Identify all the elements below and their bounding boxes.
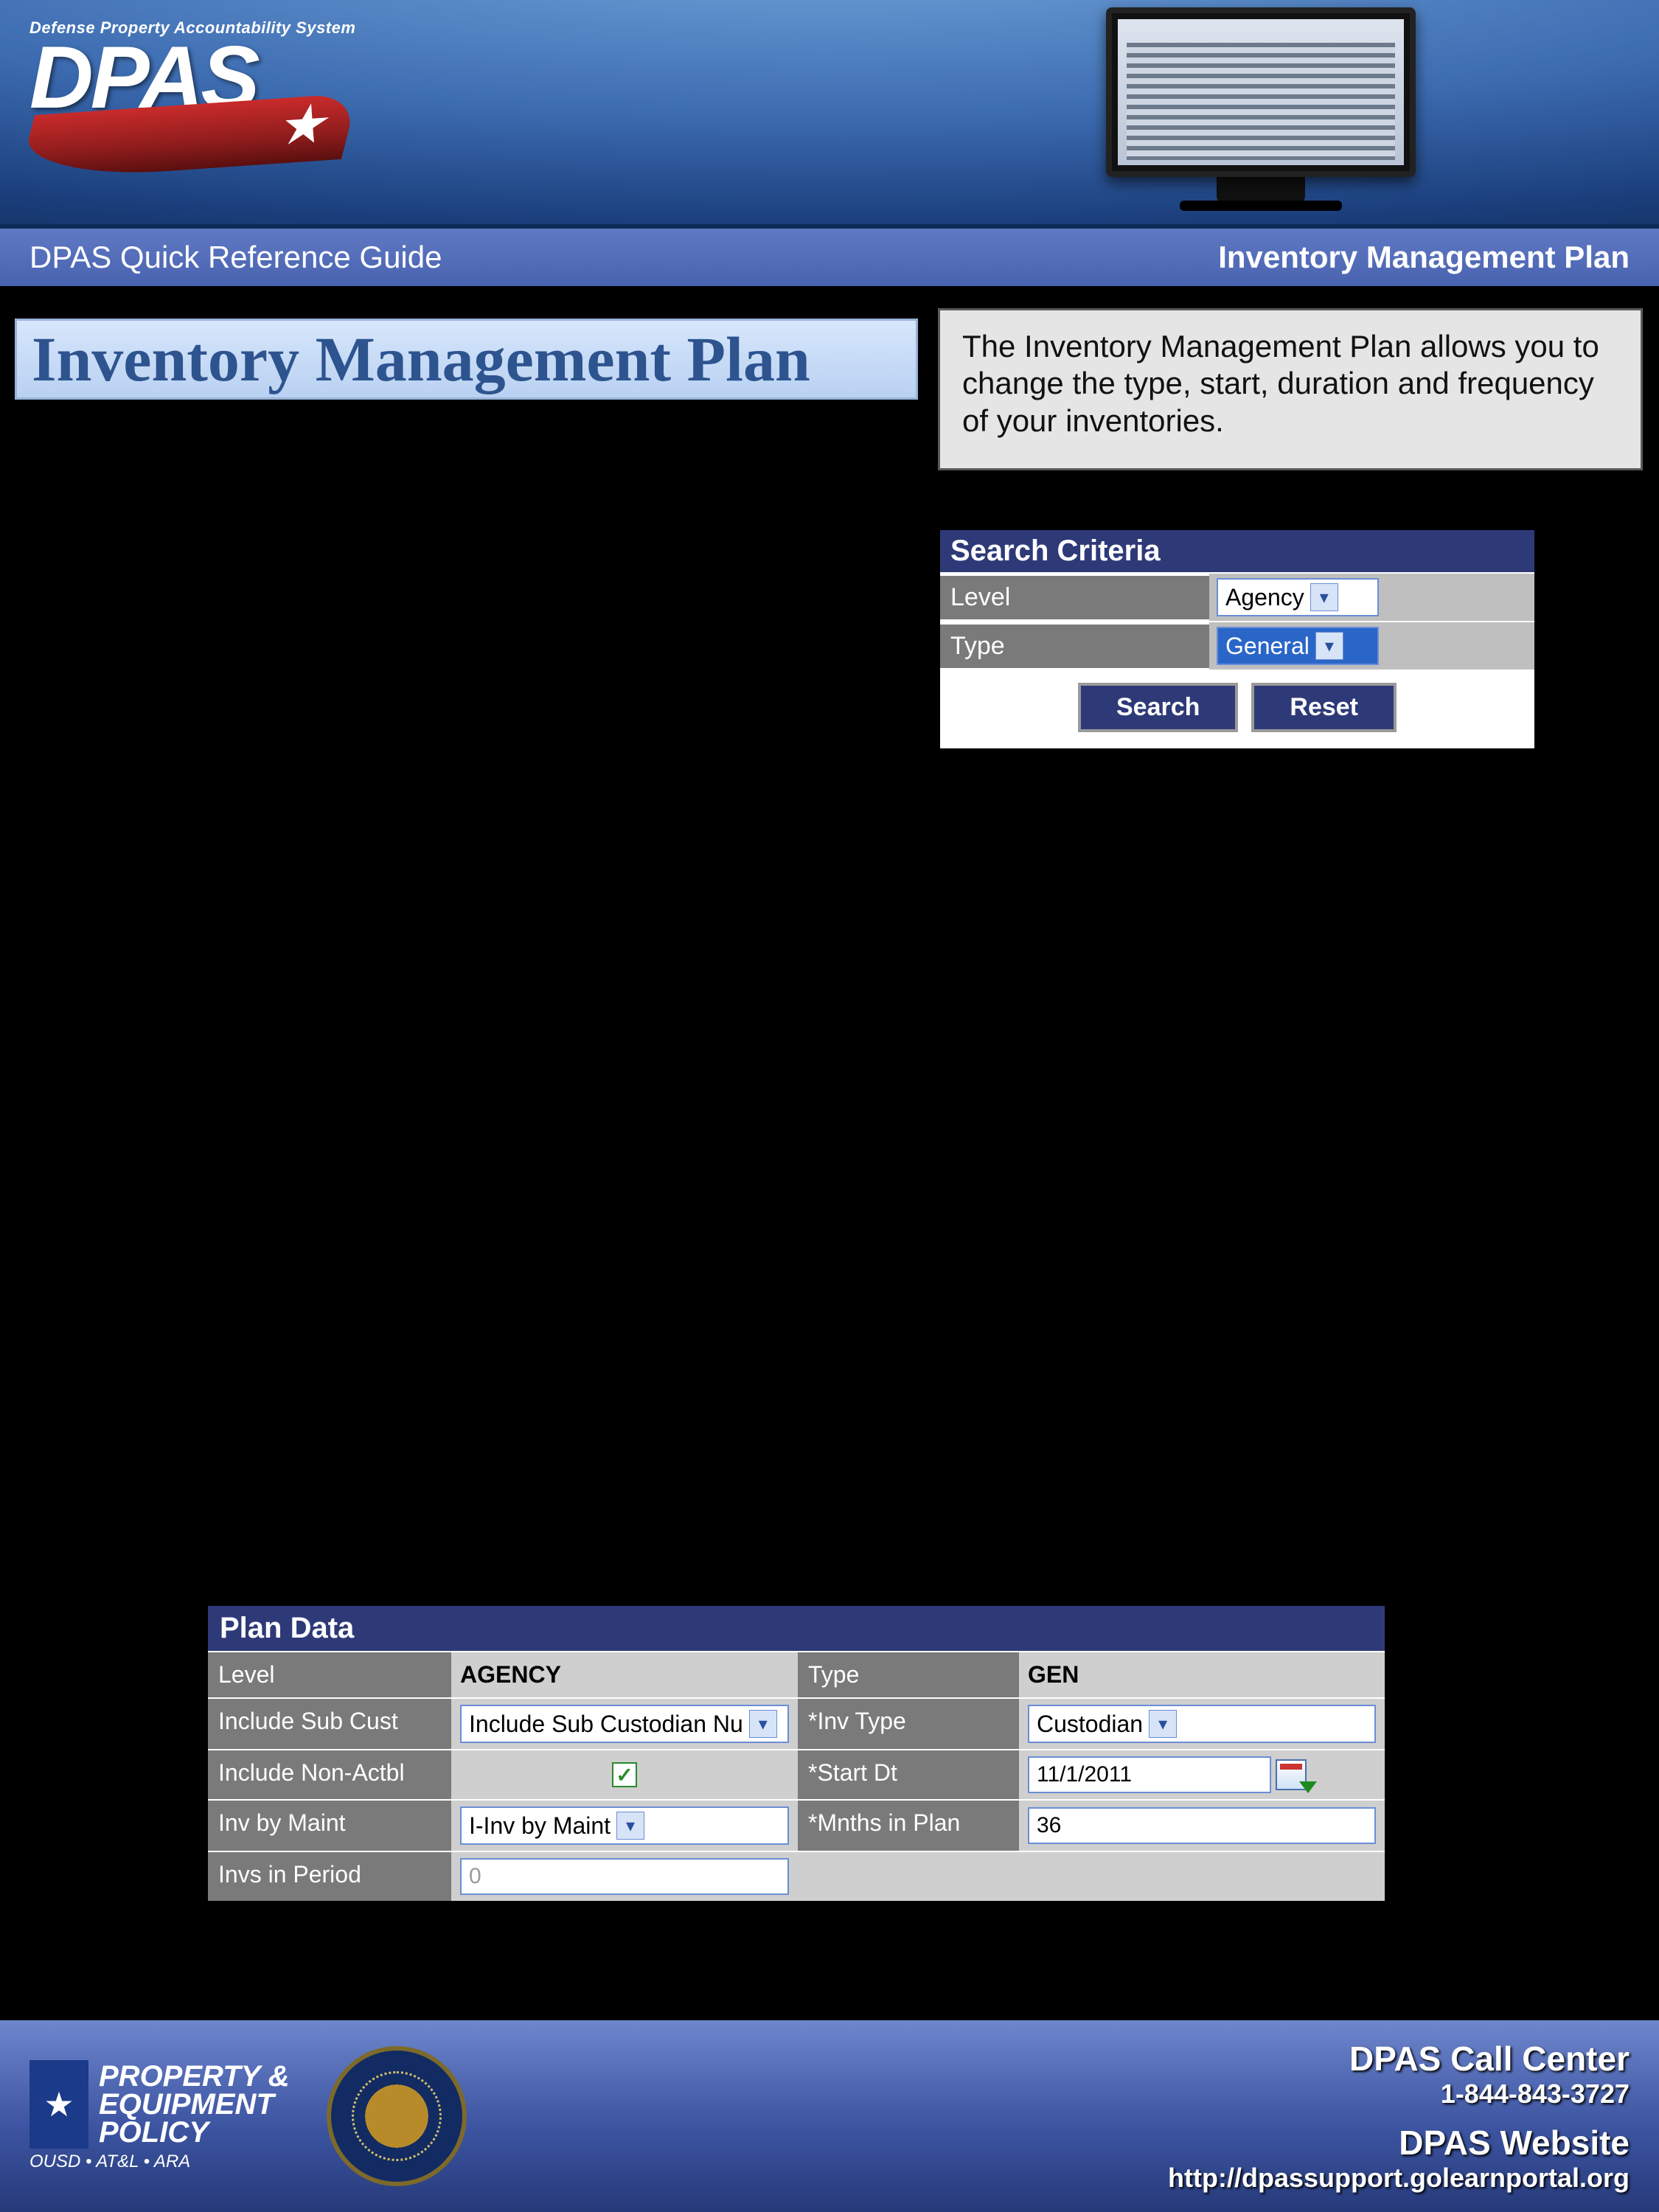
pep-flag-icon xyxy=(29,2060,88,2149)
search-level-label: Level xyxy=(940,576,1209,619)
start-dt-label: *Start Dt xyxy=(798,1749,1019,1799)
include-sub-cust-value: Include Sub Custodian Nu xyxy=(469,1711,743,1738)
header-monitor-icon xyxy=(1106,7,1416,206)
chevron-down-icon: ▾ xyxy=(1149,1710,1177,1738)
page-title-text: Inventory Management Plan xyxy=(32,322,810,396)
plan-level-label: Level xyxy=(208,1651,451,1697)
plan-type-value: GEN xyxy=(1019,1651,1385,1697)
mnths-in-plan-input[interactable] xyxy=(1028,1807,1376,1844)
call-center-title: DPAS Call Center xyxy=(1168,2039,1630,2079)
inv-type-label: *Inv Type xyxy=(798,1697,1019,1749)
pep-line3: POLICY xyxy=(99,2118,290,2146)
pep-line1: PROPERTY & xyxy=(99,2062,290,2090)
website-title: DPAS Website xyxy=(1168,2123,1630,2163)
search-row-level: Level Agency ▾ xyxy=(940,572,1534,621)
search-type-label: Type xyxy=(940,625,1209,668)
website-url: http://dpassupport.golearnportal.org xyxy=(1168,2163,1630,2194)
include-non-actbl-label: Include Non-Actbl xyxy=(208,1749,451,1799)
calendar-icon[interactable] xyxy=(1276,1759,1307,1790)
inv-by-maint-label: Inv by Maint xyxy=(208,1799,451,1851)
include-sub-cust-label: Include Sub Cust xyxy=(208,1697,451,1749)
mnths-in-plan-label: *Mnths in Plan xyxy=(798,1799,1019,1851)
invs-in-period-label: Invs in Period xyxy=(208,1851,451,1901)
pep-line2: EQUIPMENT xyxy=(99,2090,290,2118)
inv-by-maint-value: I-Inv by Maint xyxy=(469,1812,611,1840)
inv-type-value: Custodian xyxy=(1037,1711,1143,1738)
subheader-right: Inventory Management Plan xyxy=(1218,240,1630,275)
search-button[interactable]: Search xyxy=(1078,683,1238,732)
start-dt-input[interactable] xyxy=(1028,1756,1271,1793)
footer-bar: PROPERTY & EQUIPMENT POLICY OUSD • AT&L … xyxy=(0,2020,1659,2212)
header-banner: Defense Property Accountability System D… xyxy=(0,0,1659,229)
call-center-phone: 1-844-843-3727 xyxy=(1168,2079,1630,2110)
chevron-down-icon: ▾ xyxy=(749,1710,777,1738)
plan-data-title: Plan Data xyxy=(208,1606,1385,1651)
page-title-box: Inventory Management Plan xyxy=(15,319,918,400)
include-sub-cust-dropdown[interactable]: Include Sub Custodian Nu ▾ xyxy=(460,1705,789,1743)
pep-subtext: OUSD • AT&L • ARA xyxy=(29,2152,290,2172)
subheader-left: DPAS Quick Reference Guide xyxy=(29,240,442,275)
plan-data-panel: Plan Data Level AGENCY Type GEN Include … xyxy=(205,1603,1388,1904)
intro-description: The Inventory Management Plan allows you… xyxy=(938,308,1643,470)
plan-level-value: AGENCY xyxy=(451,1651,798,1697)
chevron-down-icon: ▾ xyxy=(1315,632,1343,660)
dpas-logo: Defense Property Accountability System D… xyxy=(29,18,355,170)
inv-by-maint-dropdown[interactable]: I-Inv by Maint ▾ xyxy=(460,1806,789,1845)
chevron-down-icon: ▾ xyxy=(1310,583,1338,611)
footer-right: DPAS Call Center 1-844-843-3727 DPAS Web… xyxy=(1168,2039,1630,2194)
search-row-type: Type General ▾ xyxy=(940,621,1534,669)
dod-seal-icon xyxy=(327,2046,467,2186)
search-level-value: Agency xyxy=(1225,584,1304,611)
search-type-value: General xyxy=(1225,633,1310,660)
sub-header-bar: DPAS Quick Reference Guide Inventory Man… xyxy=(0,229,1659,286)
search-type-dropdown[interactable]: General ▾ xyxy=(1217,627,1379,665)
search-criteria-panel: Search Criteria Level Agency ▾ Type Gene… xyxy=(938,528,1537,751)
pep-logo: PROPERTY & EQUIPMENT POLICY OUSD • AT&L … xyxy=(29,2060,290,2172)
plan-type-label: Type xyxy=(798,1651,1019,1697)
reset-button[interactable]: Reset xyxy=(1251,683,1397,732)
search-criteria-title: Search Criteria xyxy=(940,530,1534,572)
search-button-row: Search Reset xyxy=(940,669,1534,748)
invs-in-period-input[interactable] xyxy=(460,1858,789,1895)
include-non-actbl-checkbox[interactable]: ✓ xyxy=(612,1762,637,1787)
inv-type-dropdown[interactable]: Custodian ▾ xyxy=(1028,1705,1376,1743)
search-level-dropdown[interactable]: Agency ▾ xyxy=(1217,578,1379,616)
chevron-down-icon: ▾ xyxy=(616,1812,644,1840)
